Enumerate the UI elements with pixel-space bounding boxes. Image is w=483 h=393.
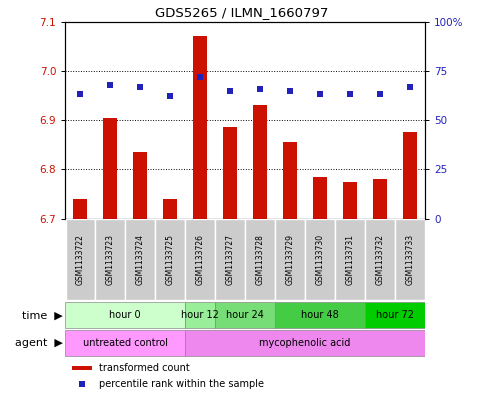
FancyBboxPatch shape — [305, 219, 335, 300]
Text: GSM1133732: GSM1133732 — [376, 234, 384, 285]
Text: GSM1133725: GSM1133725 — [166, 234, 175, 285]
FancyBboxPatch shape — [156, 219, 185, 300]
FancyBboxPatch shape — [66, 219, 95, 300]
FancyBboxPatch shape — [335, 219, 365, 300]
Text: GSM1133722: GSM1133722 — [76, 234, 85, 285]
Bar — [223, 127, 237, 219]
Bar — [343, 182, 357, 219]
Text: transformed count: transformed count — [99, 363, 190, 373]
Bar — [72, 366, 92, 370]
Bar — [73, 199, 87, 219]
FancyBboxPatch shape — [65, 331, 185, 356]
Text: GSM1133729: GSM1133729 — [285, 234, 295, 285]
Text: time  ▶: time ▶ — [22, 310, 63, 320]
Bar — [133, 152, 147, 219]
Bar — [163, 199, 177, 219]
Bar — [193, 37, 207, 219]
FancyBboxPatch shape — [215, 219, 245, 300]
Bar — [403, 132, 417, 219]
FancyBboxPatch shape — [185, 302, 215, 328]
Text: hour 24: hour 24 — [226, 310, 264, 320]
Text: GSM1133726: GSM1133726 — [196, 234, 205, 285]
Bar — [284, 142, 297, 219]
FancyBboxPatch shape — [245, 219, 275, 300]
FancyBboxPatch shape — [365, 219, 395, 300]
Text: GSM1133724: GSM1133724 — [136, 234, 145, 285]
FancyBboxPatch shape — [215, 302, 275, 328]
FancyBboxPatch shape — [365, 302, 425, 328]
Bar — [254, 105, 267, 219]
FancyBboxPatch shape — [185, 331, 425, 356]
Text: GSM1133728: GSM1133728 — [256, 234, 265, 285]
Text: percentile rank within the sample: percentile rank within the sample — [99, 379, 264, 389]
FancyBboxPatch shape — [126, 219, 155, 300]
Text: GSM1133723: GSM1133723 — [106, 234, 114, 285]
Text: GSM1133731: GSM1133731 — [345, 234, 355, 285]
Text: GSM1133727: GSM1133727 — [226, 234, 235, 285]
FancyBboxPatch shape — [185, 219, 215, 300]
Text: GSM1133733: GSM1133733 — [406, 234, 414, 285]
FancyBboxPatch shape — [275, 302, 365, 328]
FancyBboxPatch shape — [275, 219, 305, 300]
Text: hour 72: hour 72 — [376, 310, 414, 320]
Text: untreated control: untreated control — [83, 338, 168, 349]
Bar — [313, 177, 327, 219]
Text: hour 48: hour 48 — [301, 310, 339, 320]
Bar — [103, 118, 117, 219]
FancyBboxPatch shape — [396, 219, 425, 300]
Text: agent  ▶: agent ▶ — [15, 338, 63, 349]
Text: hour 0: hour 0 — [109, 310, 141, 320]
Bar — [373, 179, 387, 219]
Text: hour 12: hour 12 — [181, 310, 219, 320]
Text: mycophenolic acid: mycophenolic acid — [259, 338, 351, 349]
Text: GDS5265 / ILMN_1660797: GDS5265 / ILMN_1660797 — [155, 6, 328, 20]
Text: GSM1133730: GSM1133730 — [315, 234, 325, 285]
FancyBboxPatch shape — [96, 219, 125, 300]
FancyBboxPatch shape — [65, 302, 185, 328]
